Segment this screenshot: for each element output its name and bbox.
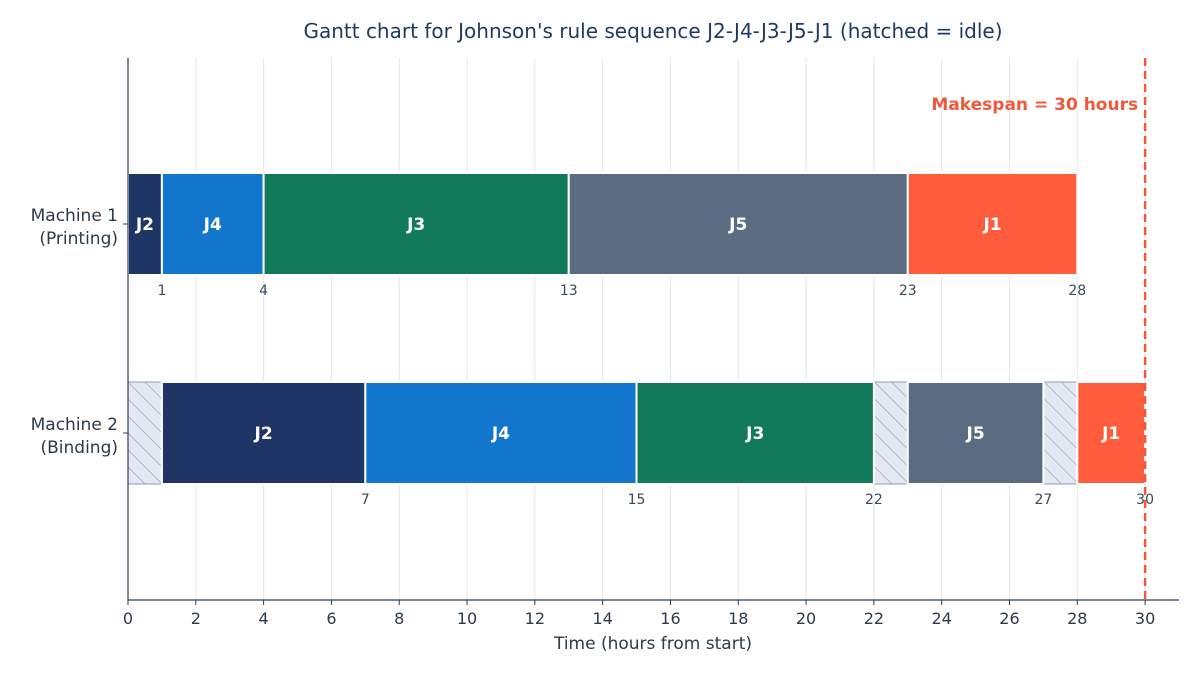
end-time-label: 28 — [1068, 283, 1086, 299]
end-time-label: 1 — [157, 283, 166, 299]
task-label-j2: J2 — [254, 424, 273, 444]
end-time-label: 15 — [628, 492, 646, 508]
task-label-j5: J5 — [728, 215, 747, 235]
x-tick-label: 14 — [592, 609, 612, 628]
task-label-j5: J5 — [966, 424, 985, 444]
x-tick-label: 10 — [457, 609, 477, 628]
x-tick-label: 24 — [931, 609, 951, 628]
task-bar-j4 — [364, 381, 638, 485]
end-time-label: 7 — [361, 492, 370, 508]
row-label-name: Machine 1 — [31, 206, 118, 226]
idle-block — [127, 381, 163, 485]
x-tick-label: 22 — [864, 609, 884, 628]
end-time-label: 23 — [899, 283, 917, 299]
task-label-j1: J1 — [1101, 424, 1120, 444]
chart-title: Gantt chart for Johnson's rule sequence … — [303, 19, 1002, 43]
end-time-label: 13 — [560, 283, 578, 299]
row-label-name: Machine 2 — [31, 415, 118, 435]
x-tick-label: 4 — [259, 609, 269, 628]
bars-layer — [127, 172, 1147, 485]
grid-layer — [195, 58, 1146, 600]
end-time-label: 4 — [259, 283, 268, 299]
x-tick-label: 30 — [1135, 609, 1155, 628]
x-tick-label: 16 — [660, 609, 680, 628]
idle-block — [873, 381, 909, 485]
end-time-label: 27 — [1034, 492, 1052, 508]
makespan-label: Makespan = 30 hours — [931, 95, 1138, 115]
task-bar-j3 — [262, 172, 570, 276]
x-tick-label: 6 — [326, 609, 336, 628]
x-tick-label: 20 — [796, 609, 816, 628]
task-label-j1: J1 — [982, 215, 1001, 235]
task-bar-j5 — [567, 172, 909, 276]
task-bar-j1 — [906, 172, 1079, 276]
task-bar-j3 — [635, 381, 875, 485]
task-label-j3: J3 — [406, 215, 425, 235]
task-label-j4: J4 — [491, 424, 510, 444]
task-label-j4: J4 — [203, 215, 222, 235]
task-label-j3: J3 — [745, 424, 764, 444]
x-tick-label: 26 — [999, 609, 1019, 628]
row-label-role: (Binding) — [40, 438, 118, 458]
x-axis-label: Time (hours from start) — [553, 634, 752, 654]
end-time-label: 22 — [865, 492, 883, 508]
task-bar-j2 — [160, 381, 367, 485]
x-tick-label: 0 — [123, 609, 133, 628]
idle-block — [1042, 381, 1078, 485]
x-tick-label: 28 — [1067, 609, 1087, 628]
x-tick-label: 8 — [394, 609, 404, 628]
task-label-j2: J2 — [135, 215, 154, 235]
axis-layer: 0 2 4 6 8 10 12 14 16 18 20 22 24 26 28 30 — [123, 58, 1179, 628]
x-tick-label: 18 — [728, 609, 748, 628]
task-bar-j5 — [906, 381, 1045, 485]
row-label-role: (Printing) — [39, 229, 118, 249]
x-tick-label: 12 — [525, 609, 545, 628]
task-bar-j1 — [1076, 381, 1147, 485]
labels-layer: J2 J4 J3 J5 J1 1 4 13 23 28 Machine 1 (Printing) J2 J… — [31, 58, 1154, 600]
x-tick-label: 2 — [191, 609, 201, 628]
